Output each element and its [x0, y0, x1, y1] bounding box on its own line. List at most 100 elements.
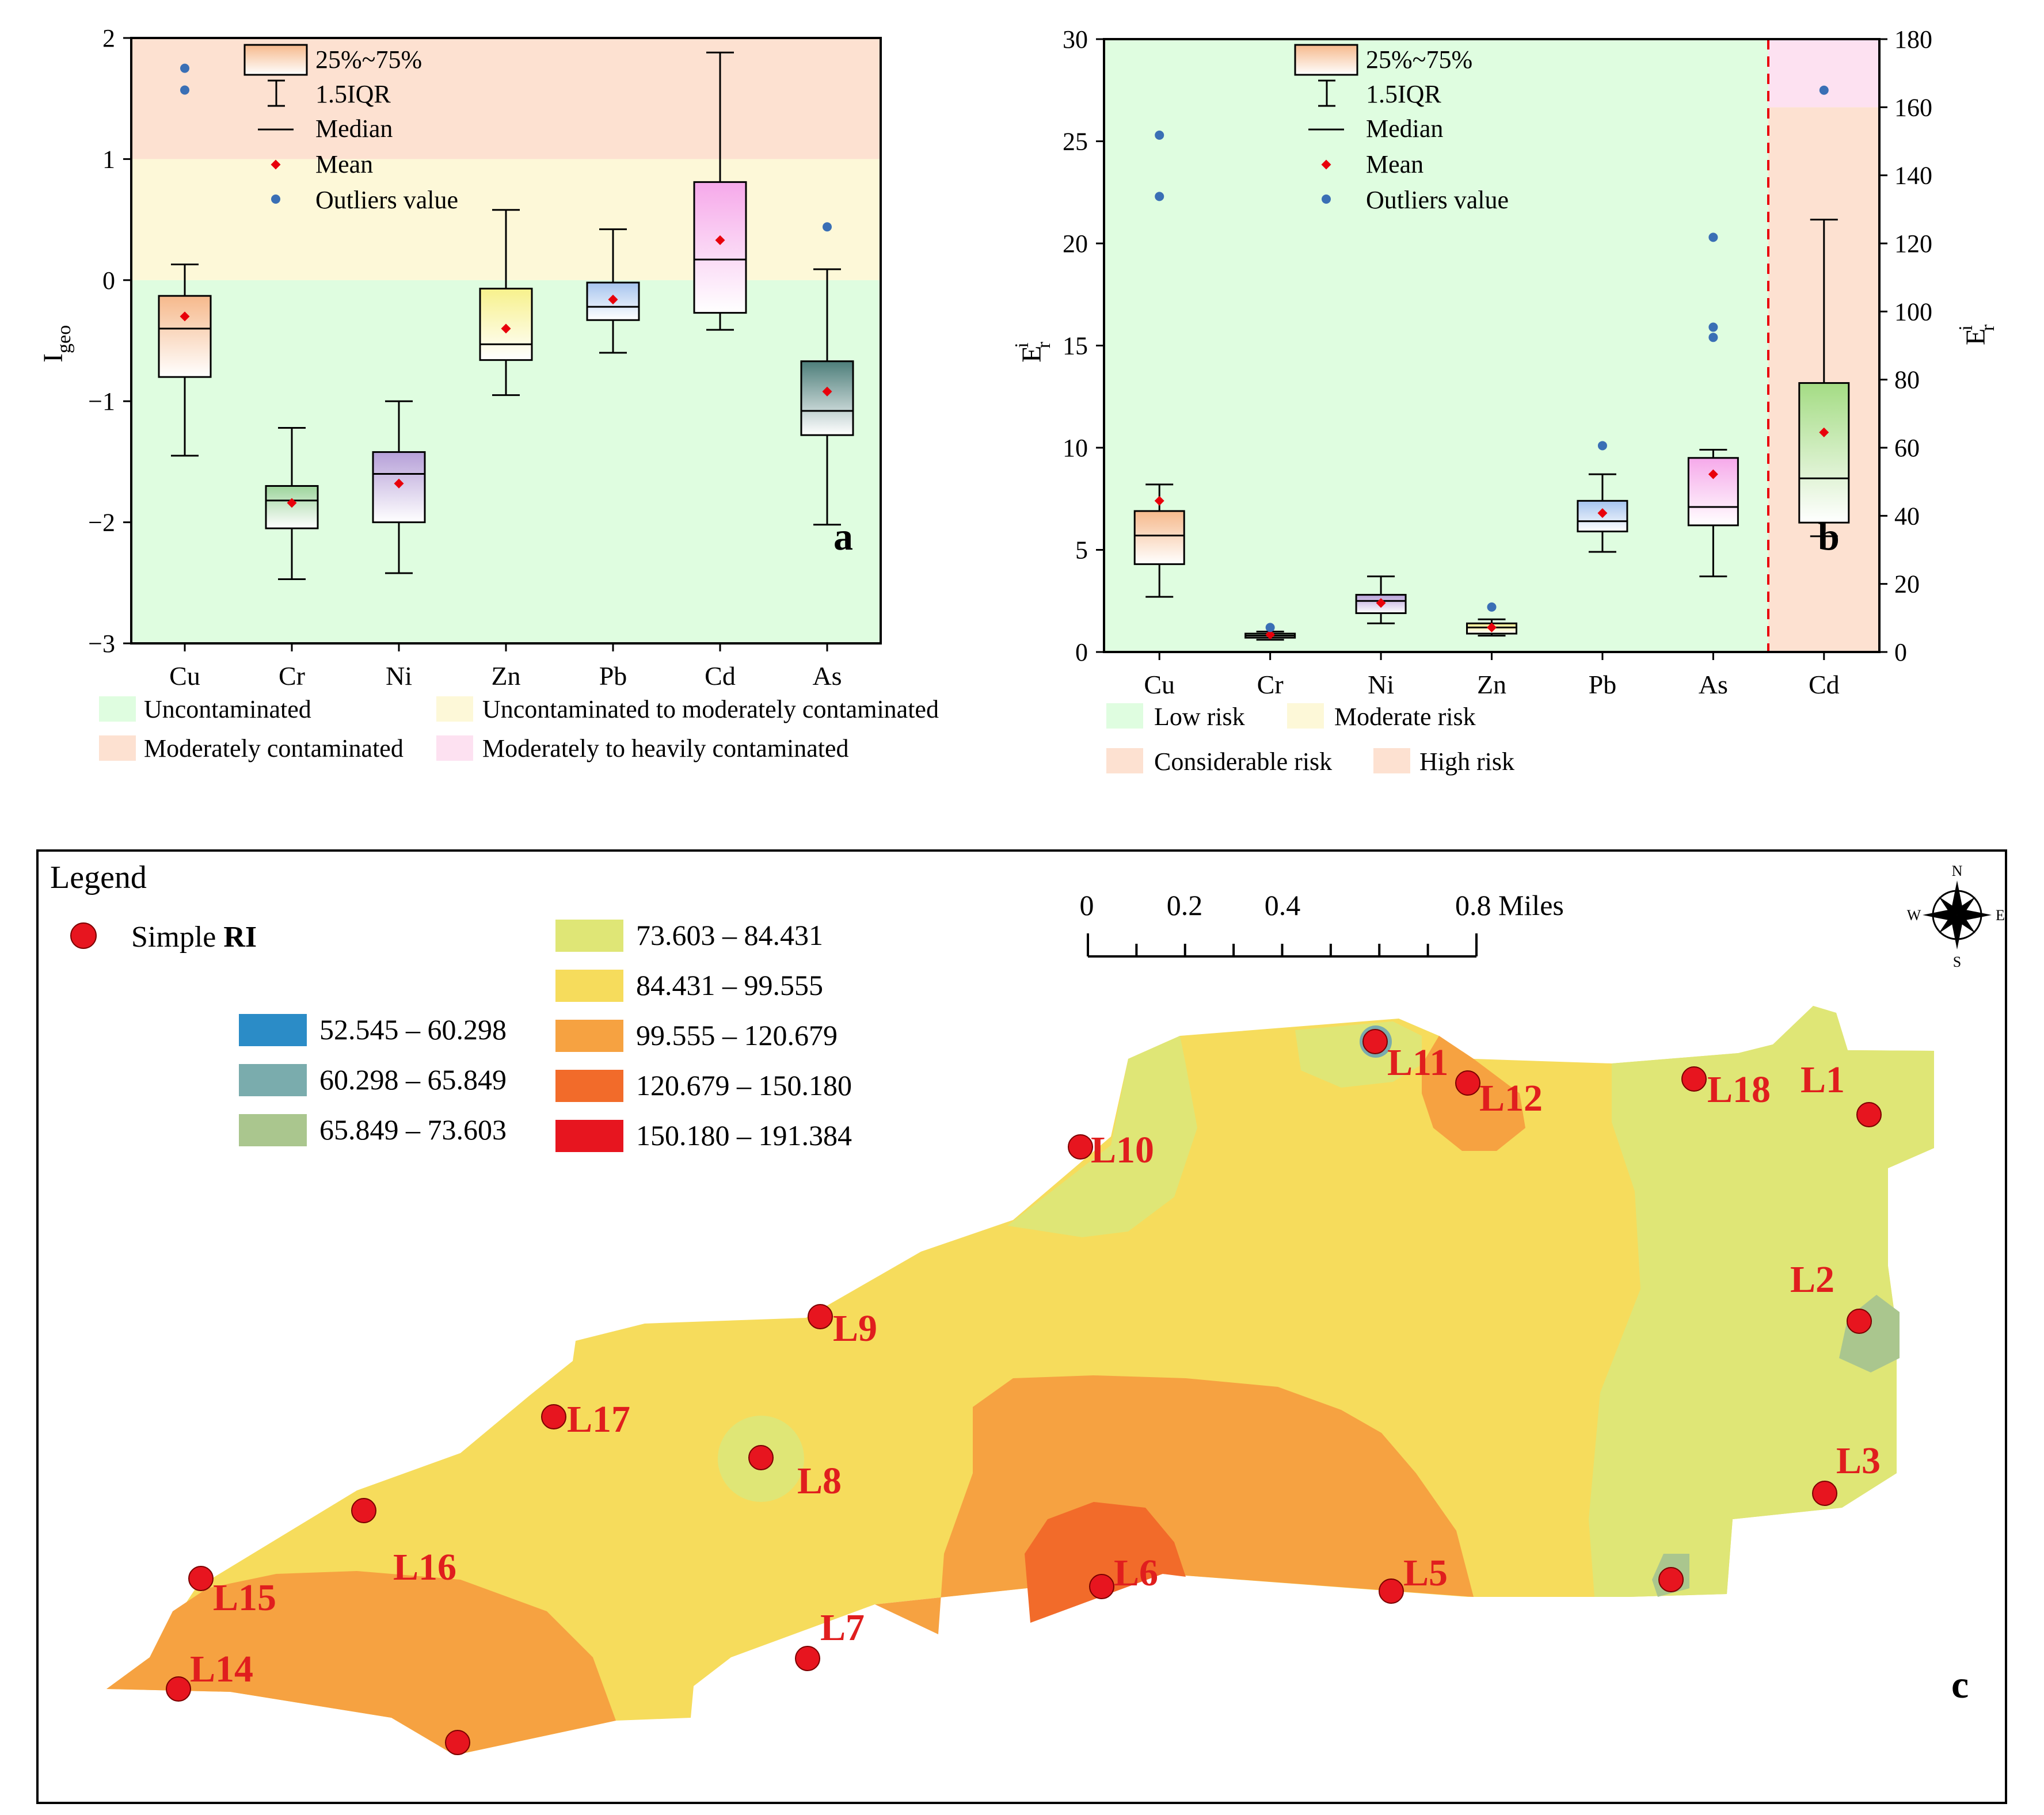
sample-point: [1847, 1309, 1872, 1334]
site-label-l2: L2: [1790, 1259, 1834, 1301]
y-tick-label: 30: [1063, 25, 1088, 54]
sample-point: [1362, 1029, 1388, 1054]
legend-uncontaminated-swatch: [99, 696, 136, 722]
legend-class-label: 60.298 – 65.849: [319, 1063, 507, 1096]
map-legend-classes: 52.545 – 60.298 60.298 – 65.849 65.849 – 7…: [239, 919, 852, 1152]
legend-mod-to-heavy-swatch: [436, 735, 473, 761]
map-legend-point-label: Simple RI: [131, 921, 257, 954]
x-tick-label: Ni: [386, 661, 412, 691]
legend-outlier-swatch: [271, 195, 280, 204]
legend-class-swatch: [555, 920, 623, 952]
outlier-point: [1708, 232, 1718, 242]
legend-low-risk-swatch: [1106, 703, 1143, 729]
y-tick-label: 15: [1063, 332, 1088, 360]
box-cr: [265, 485, 319, 529]
y-tick-label: 10: [1063, 434, 1088, 462]
x-tick-label: Zn: [1477, 670, 1506, 699]
plot-frame: [130, 37, 882, 645]
sample-point: [795, 1646, 820, 1671]
legend-class-swatch: [555, 1020, 623, 1052]
legend-high-risk-swatch: [1373, 748, 1410, 773]
sample-point: [1068, 1134, 1093, 1160]
mean-marker: [608, 294, 618, 304]
background-band: [1768, 39, 1879, 108]
legend-class-label: 150.180 – 191.384: [636, 1119, 852, 1151]
box-pb: [586, 281, 640, 321]
y2-tick-label: 100: [1894, 298, 1932, 326]
legend-moderately-label: Moderately contaminated: [144, 734, 404, 762]
panel-c-label: c: [1951, 1663, 1969, 1706]
scale-label-0-4: 0.4: [1265, 889, 1301, 921]
site-label-l11: L11: [1387, 1042, 1448, 1084]
site-label-l10: L10: [1091, 1129, 1154, 1171]
panel-b-label: b: [1818, 514, 1840, 558]
outlier-point: [1597, 441, 1607, 451]
y2-axis-label-sub: r: [1977, 324, 1999, 331]
legend-outlier-label: Outliers value: [1366, 186, 1509, 214]
y2-tick-label: 80: [1894, 366, 1920, 394]
map-legend-point-symbol: [70, 922, 97, 949]
legend-box-swatch: [243, 44, 308, 76]
box-cu: [1133, 510, 1185, 565]
legend-iqr-label: 1.5IQR: [315, 80, 391, 108]
legend-class-label: 73.603 – 84.431: [636, 919, 823, 951]
x-tick-label: As: [1699, 670, 1728, 699]
scale-label-0: 0: [1080, 889, 1094, 921]
legend-considerable-risk-label: Considerable risk: [1154, 748, 1332, 776]
box-as: [1687, 457, 1739, 527]
site-label-l3: L3: [1836, 1440, 1881, 1482]
legend-class-swatch: [555, 970, 623, 1002]
x-tick-label: Zn: [491, 661, 520, 691]
site-label-l1: L1: [1801, 1059, 1845, 1101]
scale-label-0-8: 0.8 Miles: [1455, 889, 1564, 921]
sample-point: [1856, 1102, 1882, 1127]
y2-tick-label: 40: [1894, 502, 1920, 530]
box-cd: [693, 181, 747, 314]
map-zone-lightgreen-east: [1589, 1006, 1934, 1597]
y-tick-label: −2: [88, 509, 115, 537]
site-label-l9: L9: [833, 1307, 877, 1349]
compass-s: S: [1953, 954, 1961, 970]
y2-axis-label: Eir: [1955, 324, 1999, 345]
sample-point: [1379, 1578, 1404, 1604]
panel-a-label: a: [833, 514, 853, 558]
sample-point: [351, 1498, 376, 1523]
site-label-l18: L18: [1707, 1069, 1771, 1111]
legend-median-label: Median: [1366, 115, 1443, 143]
legend-box-label: 25%~75%: [315, 45, 422, 74]
y2-tick-label: 0: [1894, 638, 1907, 666]
legend-median-label: Median: [315, 115, 393, 143]
site-label-l5: L5: [1403, 1552, 1448, 1594]
x-tick-label: As: [812, 661, 842, 691]
outlier-point: [1155, 130, 1164, 140]
map-zone-orange-center: [875, 1375, 1474, 1634]
background-band: [131, 38, 881, 159]
map-zone-lightgreen-l10: [1007, 1036, 1197, 1237]
compass-e: E: [1996, 907, 2005, 924]
legend-class-swatch: [555, 1070, 623, 1102]
outlier-point: [1708, 333, 1718, 342]
sample-point: [541, 1404, 566, 1429]
site-label-l15: L15: [213, 1577, 276, 1619]
legend-outlier-label: Outliers value: [315, 186, 458, 214]
site-label-l6: L6: [1114, 1552, 1158, 1594]
x-tick-label: Pb: [1589, 670, 1617, 699]
outlier-point: [1155, 192, 1164, 201]
y-tick-label: −3: [88, 630, 115, 658]
box-cu: [158, 295, 212, 378]
mean-marker: [1376, 598, 1386, 608]
panel-b-chart: Cu Cr Ni Zn Pb As Cd 0 5 10 15 20 25 30 0 20 40 60 80 100 12…: [1011, 25, 1999, 699]
legend-class-swatch: [555, 1120, 623, 1152]
mean-marker: [1819, 427, 1829, 437]
sample-point: [808, 1304, 833, 1329]
north-arrow-icon: N S E W: [1907, 863, 2005, 970]
panel-a-bottom-legend: Uncontaminated Uncontaminated to moderat…: [99, 695, 939, 762]
panel-b-inner-legend: 25%~75% 1.5IQR Median Mean Outliers valu…: [1294, 44, 1509, 214]
box-as: [800, 360, 854, 436]
legend-class-swatch: [239, 1014, 307, 1046]
site-label-l12: L12: [1479, 1077, 1543, 1119]
map-zone-orange-sw: [106, 1571, 616, 1755]
outlier-point: [823, 222, 832, 232]
map-sample-points: [166, 1029, 1882, 1755]
